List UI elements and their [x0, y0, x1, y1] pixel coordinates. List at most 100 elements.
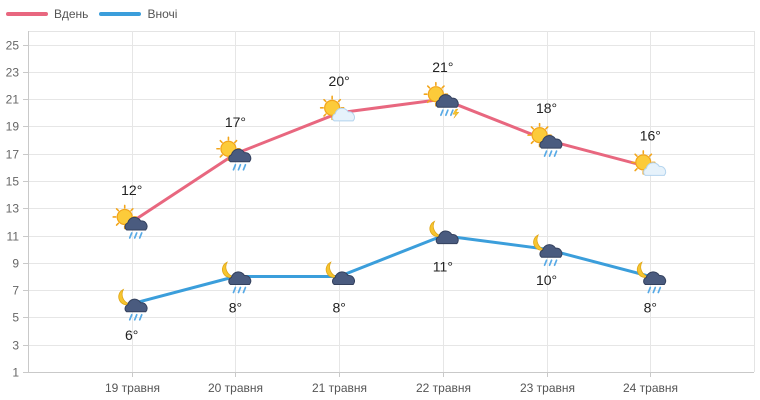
cloud-shape: [228, 271, 252, 286]
rain-drop: [133, 313, 138, 321]
y-tick-label: 5: [12, 311, 19, 325]
cloud-shape: [435, 94, 459, 108]
rain-drop: [652, 286, 657, 294]
x-tick-label: 24 травня: [623, 381, 678, 395]
moon-cloud-rain-icon: [118, 288, 148, 321]
rain-drops: [232, 286, 247, 294]
rain-drop: [543, 150, 548, 157]
data-point-day: [630, 150, 667, 176]
data-label-unit: °: [340, 300, 346, 316]
data-label-day: 17°: [225, 114, 246, 130]
x-tick-label: 19 травня: [105, 381, 160, 395]
sun-light-cloud-icon: [319, 95, 355, 122]
cloud-shape: [124, 298, 148, 313]
data-point-night: [429, 220, 459, 245]
y-tick-label: 3: [12, 339, 19, 353]
y-tick-label: 15: [6, 175, 20, 189]
data-label-unit: °: [344, 73, 350, 89]
rain-drop: [128, 232, 133, 239]
rain-drop: [232, 163, 237, 171]
sun-ray: [634, 167, 638, 172]
rain-drop: [237, 286, 242, 294]
cloud-shape: [643, 271, 667, 286]
rain-drop: [647, 286, 652, 294]
data-label-value: 17: [225, 114, 241, 130]
rain-drop: [242, 286, 247, 294]
data-label-value: 8: [229, 300, 237, 316]
legend-swatch-night: [99, 12, 142, 16]
data-label-value: 16: [640, 127, 656, 143]
sun-light-cloud-icon: [630, 150, 667, 176]
data-point-night: [636, 261, 667, 294]
data-label-day: 12°: [121, 182, 142, 198]
y-tick-label: 1: [12, 366, 19, 380]
x-tick-label: 22 травня: [416, 381, 471, 395]
sun-ray: [648, 153, 653, 157]
data-label-value: 18: [536, 100, 552, 116]
sun-ray: [337, 98, 342, 103]
moon-cloud-icon: [325, 261, 355, 286]
rain-drop: [553, 150, 558, 157]
y-tick-label: 21: [6, 93, 20, 107]
data-label-unit: °: [651, 300, 657, 316]
sun-shape: [527, 122, 552, 148]
data-label-unit: °: [240, 114, 246, 130]
data-label-value: 20: [329, 73, 345, 89]
sun-ray: [130, 208, 134, 212]
legend-item-day[interactable]: Вдень: [6, 6, 88, 22]
data-point-night: [118, 288, 148, 321]
legend-label-night: Вночі: [147, 7, 178, 21]
y-tick-label: 13: [6, 202, 20, 216]
rain-drops: [543, 150, 558, 157]
data-label-night: 6°: [125, 327, 138, 343]
data-point-night: [533, 234, 563, 267]
data-label-night: 8°: [229, 300, 242, 316]
sun-ray: [219, 154, 223, 158]
data-label-value: 6: [125, 327, 133, 343]
data-label-night: 11°: [433, 259, 453, 275]
y-tick-label: 9: [12, 257, 19, 271]
rain-drops: [543, 259, 558, 267]
rain-drop: [242, 163, 247, 171]
sun-ray: [115, 208, 120, 212]
sun-ray: [530, 126, 535, 130]
sun-ray: [530, 140, 535, 145]
data-labels: 12°17°20°21°18°16°6°8° 8°11°10°8°: [121, 59, 661, 343]
grid: [28, 31, 755, 373]
data-label-day: 21°: [432, 59, 453, 75]
sun-ray: [323, 113, 327, 117]
rain-drops: [232, 163, 247, 171]
rain-drop: [450, 109, 454, 117]
data-label-unit: °: [448, 59, 454, 75]
rain-drop: [440, 109, 444, 117]
legend: Вдень Вночі: [6, 6, 188, 22]
rain-drop: [128, 313, 133, 321]
rain-drop: [237, 163, 242, 171]
sun-cloud-rain-thunder-icon: [423, 81, 460, 119]
sun-ray: [441, 85, 445, 89]
sun-ray: [426, 85, 431, 89]
legend-item-night[interactable]: Вночі: [99, 6, 177, 22]
data-label-unit: °: [237, 300, 243, 316]
y-tick-label: 19: [6, 120, 20, 134]
data-label-value: 11: [433, 259, 448, 275]
data-label-night: 10°: [536, 272, 557, 288]
cloud-shape: [332, 107, 355, 122]
y-tick-label: 11: [7, 230, 20, 244]
night-temperature-line: [130, 234, 652, 306]
data-label-unit: °: [137, 182, 143, 198]
data-point-day: [216, 136, 252, 171]
data-label-unit: °: [552, 100, 558, 116]
rain-drops: [647, 286, 662, 294]
rain-drop: [138, 313, 143, 321]
sun-ray: [219, 139, 223, 144]
data-label-night: 8°: [644, 300, 657, 316]
rain-drop: [232, 286, 237, 294]
data-point-night: [222, 261, 252, 294]
series-lines: [130, 97, 652, 306]
data-label-day: 18°: [536, 100, 557, 116]
rain-drops: [128, 232, 143, 239]
data-label-day: 16°: [640, 127, 661, 143]
